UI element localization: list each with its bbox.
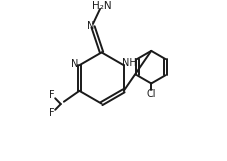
Text: NH: NH [121,58,136,68]
Text: H₂N: H₂N [91,1,111,11]
Text: F: F [49,90,54,100]
Text: F: F [49,108,54,118]
Text: Cl: Cl [146,89,155,99]
Text: N: N [87,21,94,31]
Text: N: N [71,59,78,69]
